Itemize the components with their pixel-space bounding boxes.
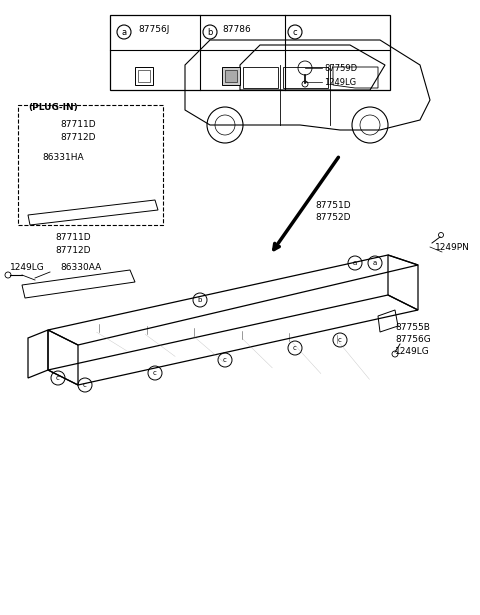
Text: 87755B: 87755B — [395, 323, 430, 332]
Text: 87751D: 87751D — [315, 201, 350, 210]
Text: 87756J: 87756J — [138, 25, 169, 34]
Text: 87711D: 87711D — [60, 120, 96, 129]
Text: 86331HA: 86331HA — [42, 153, 84, 162]
Bar — [138, 70, 150, 82]
Text: 87786: 87786 — [222, 25, 251, 34]
Text: 87759D: 87759D — [324, 63, 357, 73]
Text: 1249LG: 1249LG — [395, 347, 430, 356]
Text: c: c — [293, 345, 297, 351]
Bar — [135, 67, 153, 85]
Text: a: a — [353, 260, 357, 266]
Text: a: a — [121, 28, 127, 36]
Text: c: c — [83, 382, 87, 388]
Text: c: c — [153, 370, 157, 376]
Bar — [225, 70, 237, 82]
Text: b: b — [198, 297, 202, 303]
Text: c: c — [293, 28, 297, 36]
Text: 87756G: 87756G — [395, 335, 431, 344]
Bar — [222, 67, 240, 85]
Bar — [110, 15, 390, 90]
Text: 87711D: 87711D — [55, 233, 91, 242]
Text: (PLUG-IN): (PLUG-IN) — [28, 103, 78, 112]
Text: 87752D: 87752D — [315, 213, 350, 222]
Text: b: b — [207, 28, 213, 36]
Text: 87712D: 87712D — [55, 246, 91, 255]
Text: c: c — [338, 337, 342, 343]
Text: c: c — [223, 357, 227, 363]
Text: 1249PN: 1249PN — [435, 243, 470, 252]
Text: 86330AA: 86330AA — [60, 263, 101, 272]
Text: 87712D: 87712D — [60, 133, 96, 142]
Text: 1249LG: 1249LG — [324, 77, 356, 87]
Text: c: c — [56, 375, 60, 381]
Text: 1249LG: 1249LG — [10, 263, 45, 272]
Text: a: a — [373, 260, 377, 266]
